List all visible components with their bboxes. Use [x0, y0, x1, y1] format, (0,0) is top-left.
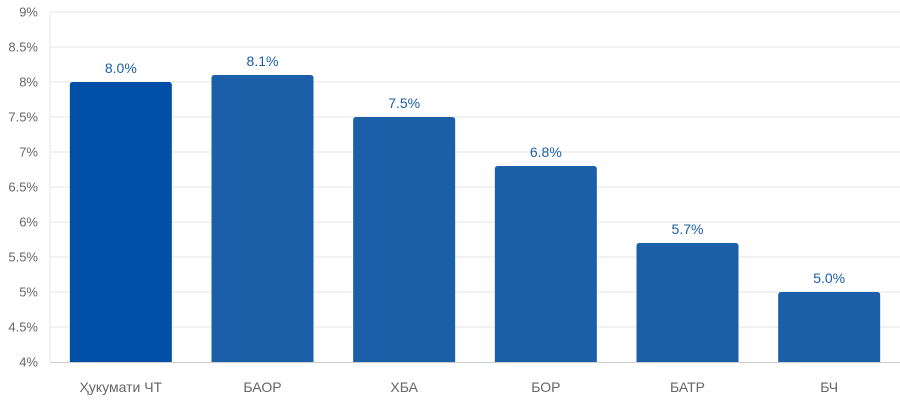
y-tick-label: 4% — [19, 355, 38, 370]
bar[interactable] — [778, 292, 881, 362]
x-tick-label: БОР — [531, 379, 560, 395]
data-label: 8.1% — [247, 53, 279, 69]
data-label: 5.0% — [813, 270, 845, 286]
y-tick-label: 4.5% — [8, 320, 38, 335]
y-tick-label: 5.5% — [8, 250, 38, 265]
x-tick-label: ХБА — [390, 379, 418, 395]
y-tick-label: 9% — [19, 5, 38, 20]
y-tick-label: 6% — [19, 215, 38, 230]
bar[interactable] — [69, 82, 172, 362]
x-tick-label: Ҳукумати ЧТ — [80, 379, 163, 395]
bar[interactable] — [211, 75, 314, 362]
bars — [69, 75, 881, 362]
bar[interactable] — [494, 166, 597, 362]
gridlines — [49, 11, 900, 362]
data-label: 7.5% — [388, 95, 420, 111]
y-tick-label: 6.5% — [8, 180, 38, 195]
y-tick-label: 7.5% — [8, 110, 38, 125]
y-tick-label: 8.5% — [8, 40, 38, 55]
data-label: 5.7% — [672, 221, 704, 237]
x-tick-label: БЧ — [820, 379, 838, 395]
y-axis-ticks: 4% 4.5% 5% 5.5% 6% 6.5% 7% 7.5% 8% 8.5% 9% — [8, 5, 38, 370]
bar[interactable] — [353, 117, 456, 362]
x-axis-ticks: Ҳукумати ЧТ БАОР ХБА БОР БАТР БЧ — [80, 379, 839, 395]
y-tick-label: 8% — [19, 75, 38, 90]
x-tick-label: БАОР — [243, 379, 281, 395]
bar[interactable] — [636, 243, 739, 362]
data-labels: 8.0% 8.1% 7.5% 6.8% 5.7% 5.0% — [105, 53, 845, 286]
data-label: 8.0% — [105, 60, 137, 76]
x-tick-label: БАТР — [670, 379, 705, 395]
y-tick-label: 7% — [19, 145, 38, 160]
y-tick-label: 5% — [19, 285, 38, 300]
data-label: 6.8% — [530, 144, 562, 160]
